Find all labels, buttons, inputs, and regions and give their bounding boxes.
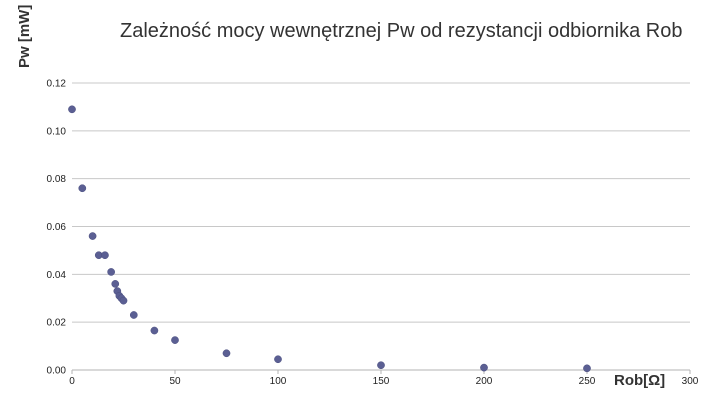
data-point — [101, 251, 109, 260]
x-tick-label: 150 — [373, 376, 390, 387]
data-point — [377, 361, 385, 370]
x-tick-label: 50 — [169, 376, 181, 387]
y-axis-label: Pw [mW] — [16, 5, 33, 68]
data-point — [88, 232, 97, 240]
data-point — [129, 311, 138, 319]
data-point — [68, 105, 76, 114]
y-tick-label: 0.06 — [47, 222, 67, 233]
x-tick-label: 100 — [270, 376, 287, 387]
x-tick-label: 250 — [579, 376, 596, 387]
axes — [71, 369, 691, 374]
y-tick-label: 0.10 — [47, 126, 67, 137]
y-tick-label: 0.02 — [47, 318, 67, 329]
gridlines — [72, 82, 690, 323]
data-point — [171, 336, 179, 344]
y-tick-label: 0.08 — [47, 174, 67, 185]
data-point — [150, 326, 159, 335]
y-tick-label: 0.00 — [47, 366, 67, 377]
x-tick-label: 0 — [69, 376, 75, 387]
x-tick-label: 300 — [682, 376, 699, 387]
y-tick-label: 0.04 — [47, 270, 67, 281]
data-point — [111, 280, 120, 288]
data-point — [274, 355, 282, 364]
data-point — [78, 184, 87, 193]
data-point — [119, 296, 128, 305]
x-axis-label: Rob[Ω] — [614, 372, 665, 389]
data-point — [583, 364, 591, 373]
chart-title: Zależność mocy wewnętrznej Pw od rezysta… — [120, 20, 682, 42]
data-point — [480, 363, 488, 372]
data-point — [222, 349, 231, 358]
y-tick-label: 0.12 — [47, 79, 67, 90]
x-tick-label: 200 — [476, 376, 493, 387]
data-points — [68, 105, 591, 373]
tick-labels: 0.00 0.02 0.04 0.06 0.08 0.10 0.12 0 50 100 150 200… — [47, 79, 699, 388]
data-point — [107, 268, 115, 276]
